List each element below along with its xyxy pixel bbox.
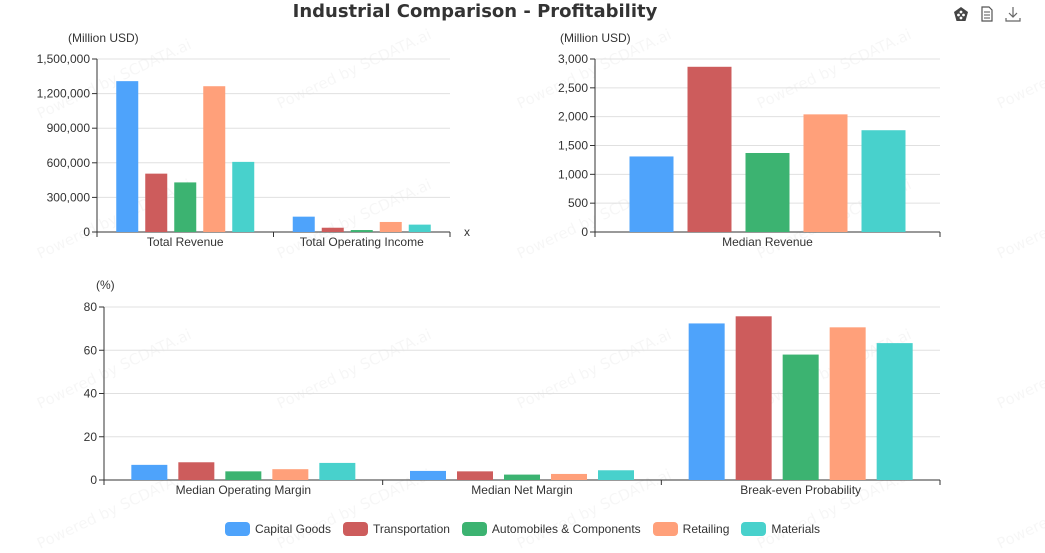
y-axis-label: (Million USD) [68, 31, 139, 45]
legend-swatch [652, 522, 678, 536]
bar [292, 216, 315, 232]
legend-item[interactable]: Transportation [342, 522, 450, 536]
y-tick-label: 1,500 [558, 139, 588, 153]
legend-label: Capital Goods [254, 522, 331, 536]
bar [782, 354, 819, 480]
bar [629, 156, 674, 232]
bar [131, 464, 168, 480]
bar [687, 66, 732, 232]
y-tick-label: 2,500 [558, 81, 588, 95]
bar [457, 471, 493, 480]
bar [319, 462, 356, 480]
y-tick-label: 1,500,000 [37, 52, 91, 66]
legend-label: Materials [771, 522, 821, 536]
y-tick-label: 40 [84, 387, 98, 401]
chart-title: Industrial Comparison - Profitability [292, 1, 658, 22]
bar [735, 316, 772, 480]
y-tick-label: 3,000 [558, 52, 588, 66]
bar [116, 81, 139, 232]
bar [745, 152, 790, 232]
y-tick-label: 1,000 [558, 167, 588, 181]
y-tick-label: 600,000 [47, 156, 91, 170]
chart-canvas: (Million USD) 0 300,000 600,000 900,000 1,200… [37, 31, 941, 497]
bar [504, 474, 540, 480]
legend-item[interactable]: Automobiles & Components [461, 522, 641, 536]
data-view-icon[interactable] [979, 6, 995, 22]
y-tick-label: 60 [84, 343, 98, 357]
chart-median-revenue: (Million USD) 0 500 1,000 1,500 2,000 2,500 3,0… [558, 31, 941, 249]
x-tick-label: Median Net Margin [471, 483, 572, 497]
bar [350, 230, 373, 232]
bar [379, 221, 402, 232]
legend-label: Retailing [682, 522, 730, 536]
bar [178, 462, 215, 480]
y-tick-label: 2,000 [558, 110, 588, 124]
bar [272, 469, 309, 480]
bar [598, 470, 634, 480]
x-tick-label: Total Revenue [147, 235, 224, 249]
bar [803, 114, 848, 232]
y-tick-label: 80 [84, 300, 98, 314]
bar [551, 473, 587, 480]
legend-label: Automobiles & Components [491, 522, 641, 536]
bar [232, 161, 255, 232]
y-tick-label: 1,200,000 [37, 87, 91, 101]
x-axis-label: x [464, 225, 470, 239]
legend-swatch [224, 522, 250, 536]
y-tick-label: 900,000 [47, 121, 91, 135]
legend-item[interactable]: Retailing [652, 522, 730, 536]
bar [203, 86, 226, 233]
y-tick-label: 0 [90, 473, 97, 487]
legend-swatch [342, 522, 368, 536]
legend-item[interactable]: Materials [741, 522, 820, 536]
bar [174, 182, 197, 232]
y-axis-label: (%) [96, 278, 115, 292]
y-tick-label: 300,000 [47, 190, 91, 204]
bar [225, 471, 262, 480]
bar [321, 227, 344, 232]
y-tick-label: 20 [84, 430, 98, 444]
legend-swatch [741, 522, 767, 536]
bar [876, 343, 913, 480]
bar [410, 470, 446, 480]
toolbox [953, 6, 1021, 22]
radar-chart-icon[interactable] [953, 6, 969, 22]
x-tick-label: Median Revenue [722, 235, 813, 249]
download-icon[interactable] [1005, 6, 1021, 22]
x-tick-label: Total Operating Income [300, 235, 424, 249]
bar [861, 130, 906, 232]
chart-percentages: (%) 0 20 40 60 80 Median Operating Margin Media… [84, 278, 941, 497]
y-tick-label: 0 [83, 225, 90, 239]
x-tick-label: Median Operating Margin [176, 483, 311, 497]
bar [688, 323, 725, 480]
legend-label: Transportation [372, 522, 450, 536]
bar [829, 327, 866, 480]
y-axis-label: (Million USD) [560, 31, 631, 45]
legend: Capital Goods Transportation Automobiles &… [0, 522, 1045, 536]
legend-item[interactable]: Capital Goods [224, 522, 331, 536]
bar [145, 173, 168, 232]
x-tick-label: Break-even Probability [740, 483, 861, 497]
y-tick-label: 0 [581, 225, 588, 239]
y-tick-label: 500 [568, 196, 588, 210]
chart-totals: (Million USD) 0 300,000 600,000 900,000 1,200… [37, 31, 470, 249]
bar [408, 224, 431, 232]
legend-swatch [461, 522, 487, 536]
